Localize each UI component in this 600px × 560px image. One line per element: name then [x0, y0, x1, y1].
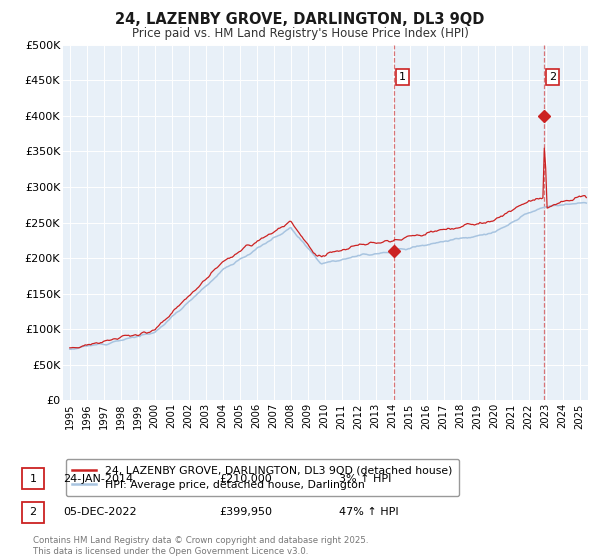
Text: 05-DEC-2022: 05-DEC-2022: [63, 507, 137, 517]
Text: 24-JAN-2014: 24-JAN-2014: [63, 474, 133, 484]
Text: 1: 1: [399, 72, 406, 82]
Text: 2: 2: [29, 507, 37, 517]
Text: 24, LAZENBY GROVE, DARLINGTON, DL3 9QD: 24, LAZENBY GROVE, DARLINGTON, DL3 9QD: [115, 12, 485, 27]
Text: £210,000: £210,000: [219, 474, 272, 484]
Text: 47% ↑ HPI: 47% ↑ HPI: [339, 507, 398, 517]
Text: Price paid vs. HM Land Registry's House Price Index (HPI): Price paid vs. HM Land Registry's House …: [131, 27, 469, 40]
Text: £399,950: £399,950: [219, 507, 272, 517]
Text: 1: 1: [29, 474, 37, 484]
Text: 2: 2: [549, 72, 556, 82]
Text: Contains HM Land Registry data © Crown copyright and database right 2025.
This d: Contains HM Land Registry data © Crown c…: [33, 536, 368, 556]
Text: 3% ↑ HPI: 3% ↑ HPI: [339, 474, 391, 484]
Legend: 24, LAZENBY GROVE, DARLINGTON, DL3 9QD (detached house), HPI: Average price, det: 24, LAZENBY GROVE, DARLINGTON, DL3 9QD (…: [66, 459, 458, 497]
